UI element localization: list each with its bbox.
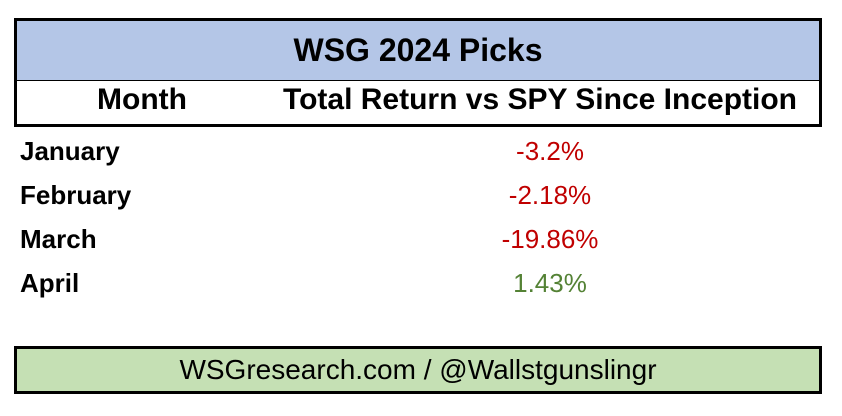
row-return-value: -2.18% [508,180,592,210]
return-column-header: Total Return vs SPY Since Inception [283,83,797,116]
row-month-label: January [20,136,120,166]
title-banner: WSG 2024 Picks [14,18,822,81]
table-title: WSG 2024 Picks [293,32,543,68]
month-column-header: Month [97,83,187,116]
row-return-value: -3.2% [516,136,584,166]
row-return-value: -19.86% [501,224,599,254]
footer-banner: WSGresearch.com / @Wallstgunslingr [14,346,822,394]
row-return-value: 1.43% [513,268,587,298]
row-month-label: February [20,180,132,210]
header-row: Month Total Return vs SPY Since Inceptio… [14,81,822,127]
footer-text: WSGresearch.com / @Wallstgunslingr [179,354,657,385]
table-row: March -19.86% [0,218,842,262]
row-month-label: April [20,268,80,298]
table-row: January -3.2% [0,130,842,174]
table-row: February -2.18% [0,174,842,218]
row-month-label: March [20,224,97,254]
table-row: April 1.43% [0,262,842,306]
